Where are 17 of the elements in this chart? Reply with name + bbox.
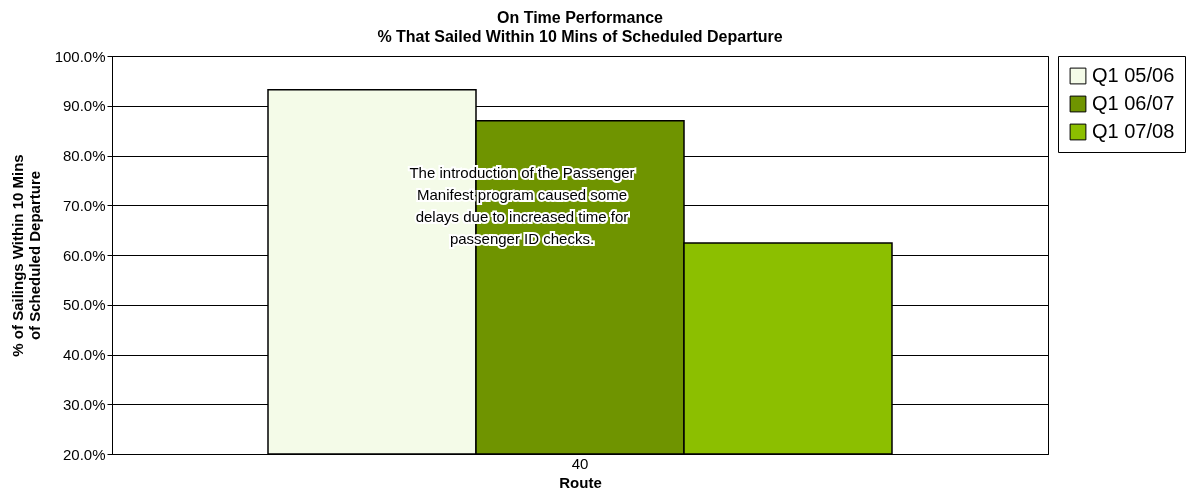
y-tick-label: 60.0% <box>62 246 106 264</box>
x-axis-title: Route <box>559 473 602 491</box>
y-tick-label: 80.0% <box>62 147 106 164</box>
y-tick-label: 50.0% <box>62 296 106 314</box>
y-axis-title: % of Sailings Within 10 Mins of Scheduled Departure <box>8 154 43 357</box>
y-tick-label: 20.0% <box>62 445 106 463</box>
legend-label: Q1 06/07 <box>1092 92 1175 114</box>
y-tick-label: 90.0% <box>62 97 106 115</box>
chart-subtitle: % That Sailed Within 10 Mins of Scheduled Departure <box>377 28 783 45</box>
y-tick-label: 40.0% <box>62 346 106 363</box>
y-tick-label: 30.0% <box>62 395 106 413</box>
y-tick-label: 100.0% <box>54 47 106 65</box>
chart-title: On Time Performance <box>497 9 664 26</box>
y-tick-label: 70.0% <box>62 196 106 214</box>
legend-label: Q1 07/08 <box>1092 120 1175 142</box>
x-tick-label: 40 <box>571 454 589 472</box>
legend-label: Q1 05/06 <box>1092 64 1175 86</box>
